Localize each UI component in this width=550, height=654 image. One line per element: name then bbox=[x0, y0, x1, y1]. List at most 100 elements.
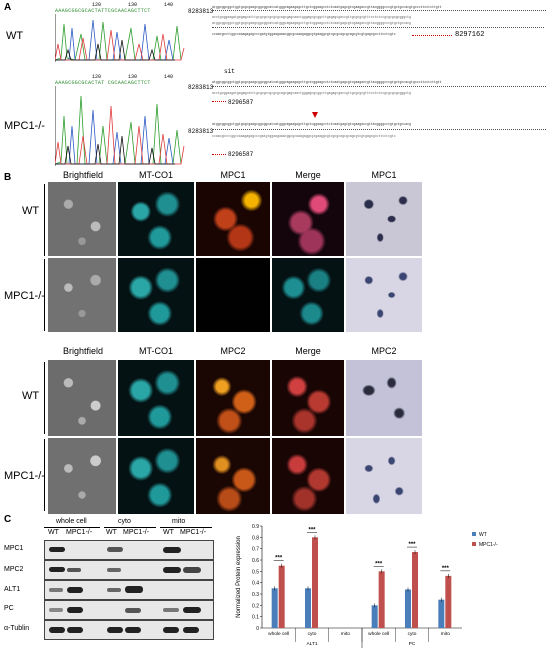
blot-band bbox=[183, 627, 199, 633]
set1-row-wt: WT bbox=[22, 205, 40, 217]
blot-strip-mpc2 bbox=[44, 560, 214, 580]
blot-band bbox=[49, 588, 63, 592]
blot-group-mito: mito bbox=[172, 518, 186, 525]
ko-tick-120: 120 bbox=[92, 74, 102, 80]
panel-c-letter: C bbox=[4, 514, 12, 525]
ko-chromatogram bbox=[55, 86, 185, 166]
y-tick-label: 0.4 bbox=[252, 581, 259, 587]
set2-ko-mpc2-image bbox=[196, 438, 270, 514]
lane-label-4: MPC1-/- bbox=[123, 529, 150, 536]
blot-row-label-mpc1: MPC1 bbox=[4, 545, 24, 552]
blot-strip-pc bbox=[44, 600, 214, 620]
ko-seq-header: AAAGCGGCGCACTAT CGCAACAGCTTCT bbox=[55, 80, 185, 89]
set2-row-bracket-ko bbox=[44, 439, 45, 511]
blot-band bbox=[125, 608, 141, 613]
ko-align-bar-2 bbox=[212, 129, 546, 130]
ko-end-coord-2: 8296587 bbox=[228, 151, 254, 158]
set1-wt-brightfield-image bbox=[48, 182, 116, 256]
protein-expression-chart: Normalized Protein expression 0 0.1 0.2 0.3 0… bbox=[236, 524, 498, 648]
set1-ko-mpc1-ihc-image bbox=[346, 258, 422, 332]
significance-label: *** bbox=[442, 566, 450, 572]
set2-ko-mtco1-image bbox=[118, 438, 194, 514]
blot-band bbox=[67, 627, 83, 633]
wt-seq-header-text: AAAGCGGCGCACTATTCGCAACAGCTTCT bbox=[55, 8, 151, 14]
y-tick-label: 0.9 bbox=[252, 524, 259, 530]
blot-band bbox=[163, 627, 179, 633]
set1-row-bracket-wt bbox=[44, 184, 45, 256]
bar-wt bbox=[405, 589, 411, 628]
panel-b-letter: B bbox=[4, 172, 12, 183]
sgrna-marker: sit bbox=[224, 68, 235, 75]
blot-band bbox=[107, 547, 123, 552]
blot-row-label-tubulin: α-Tublin bbox=[4, 625, 30, 632]
set2-col-mpc2-ihc: MPC2 bbox=[371, 346, 397, 356]
ko-seq-line-2: atggcggcggctggtgcgcgaagcggcggcatcatgggca… bbox=[212, 122, 411, 126]
significance-label: *** bbox=[308, 527, 316, 533]
blot-band bbox=[107, 588, 121, 592]
set2-col-mtco1: MT-CO1 bbox=[138, 346, 173, 356]
set2-wt-brightfield-image bbox=[48, 360, 116, 436]
set1-col-mtco1: MT-CO1 bbox=[138, 170, 173, 180]
blot-band bbox=[49, 627, 65, 633]
blot-band bbox=[183, 567, 201, 573]
y-tick-label: 0.1 bbox=[252, 615, 259, 621]
ko-tick-140: 140 bbox=[164, 74, 174, 80]
set1-row-ko: MPC1-/- bbox=[4, 290, 45, 302]
legend-label: WT bbox=[479, 532, 487, 538]
blot-row-label-pc: PC bbox=[4, 605, 14, 612]
y-tick-label: 0.6 bbox=[252, 558, 259, 564]
blot-band bbox=[107, 627, 123, 633]
wt-align-bar bbox=[212, 10, 546, 15]
panel-a-ko-label: MPC1-/- bbox=[4, 120, 45, 132]
y-tick-label: 0.5 bbox=[252, 569, 259, 575]
y-tick-label: 0.2 bbox=[252, 603, 259, 609]
bar-wt bbox=[271, 588, 278, 628]
set2-row-wt: WT bbox=[22, 390, 40, 402]
set1-wt-mtco1-image bbox=[118, 182, 194, 256]
blot-strip-alt1 bbox=[44, 580, 214, 600]
set1-wt-merge-image bbox=[272, 182, 344, 256]
set2-col-merge: Merge bbox=[295, 346, 321, 356]
lane-label-2: MPC1-/- bbox=[66, 529, 93, 536]
set1-wt-mpc1-image bbox=[196, 182, 270, 256]
x-group-label: PC bbox=[409, 641, 416, 647]
wt-seq-header: AAAGCGGCGCACTATTCGCAACAGCTTCT bbox=[55, 8, 185, 17]
ko-start-coord-2: 8283813 bbox=[188, 128, 214, 135]
y-tick-label: 0.7 bbox=[252, 547, 259, 553]
x-category-label: whole cell bbox=[368, 631, 389, 637]
bar-ko bbox=[412, 552, 418, 628]
blot-band bbox=[67, 587, 83, 593]
wt-seq-line-c: ccaacgccttggccaaagagagcccgatgtggaagaaacg… bbox=[212, 32, 396, 36]
blot-band bbox=[49, 567, 65, 572]
significance-label: *** bbox=[375, 561, 383, 567]
ko-end-marker-1 bbox=[212, 101, 226, 102]
wt-tick-140: 140 bbox=[164, 2, 174, 8]
blot-band bbox=[163, 547, 181, 553]
bar-ko bbox=[278, 565, 285, 628]
wt-seq-line: atggcggcggctggtgcgcgaagcggcggcatcatgggca… bbox=[212, 5, 442, 9]
legend-swatch bbox=[472, 542, 476, 546]
significance-label: *** bbox=[408, 542, 416, 548]
blot-row-label-mpc2: MPC2 bbox=[4, 566, 24, 573]
set1-ko-merge-image bbox=[272, 258, 344, 332]
blot-band bbox=[49, 547, 65, 552]
set2-wt-merge-image bbox=[272, 360, 344, 436]
set1-wt-mpc1-ihc-image bbox=[346, 182, 422, 256]
significance-label: *** bbox=[275, 556, 283, 562]
set1-col-mpc1-ihc: MPC1 bbox=[371, 170, 397, 180]
wt-start-coord: 8283813 bbox=[188, 8, 214, 15]
blot-strip-tubulin bbox=[44, 620, 214, 640]
wt-align-bar-2 bbox=[212, 27, 544, 28]
wt-seq-line-b: atggcggcggctggtgcgcgaagcggcggcatcatgggca… bbox=[212, 21, 411, 25]
bar-wt bbox=[438, 599, 445, 628]
bar-ko bbox=[312, 537, 318, 628]
blot-band bbox=[183, 607, 201, 613]
lane-label-5: WT bbox=[163, 529, 174, 536]
set2-row-bracket-wt bbox=[44, 362, 45, 434]
bar-ko bbox=[378, 571, 385, 628]
x-category-label: mito bbox=[441, 631, 450, 637]
blot-group-cyto: cyto bbox=[118, 518, 131, 525]
blot-group-line-cyto bbox=[104, 527, 156, 528]
y-tick-label: 0.3 bbox=[252, 592, 259, 598]
blot-band bbox=[107, 568, 121, 572]
